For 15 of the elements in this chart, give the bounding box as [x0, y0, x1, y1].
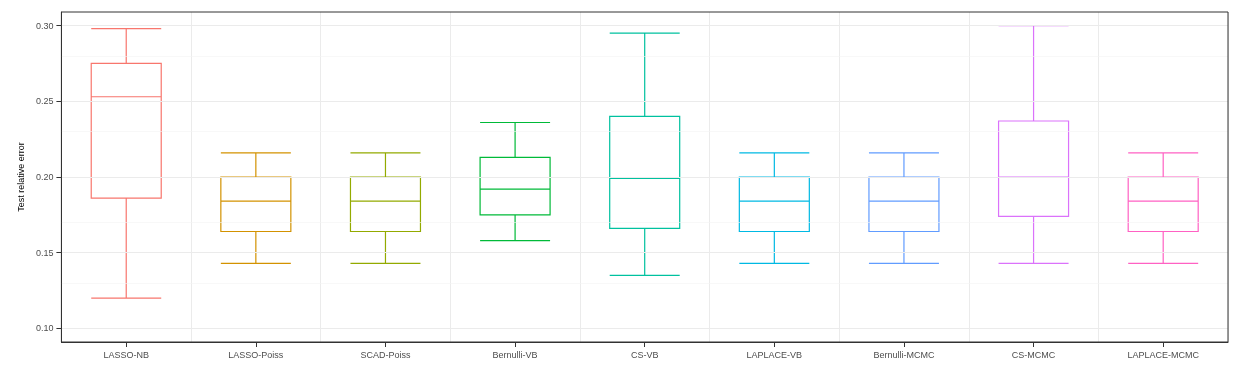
x-tick-label: LASSO-NB [103, 349, 149, 360]
y-tick-label: 0.10 [35, 323, 54, 334]
y-tick-label: 0.15 [35, 247, 54, 258]
x-tick-label: SCAD-Poiss [360, 349, 411, 360]
x-tick-label: Bernulli-VB [492, 349, 538, 360]
x-tick-label: CS-VB [630, 349, 659, 360]
y-tick-label: 0.20 [35, 172, 54, 182]
y-tick-label: 0.25 [35, 96, 54, 107]
x-tick-label: CS-MCMC [1011, 349, 1056, 360]
x-tick-label: LAPLACE-VB [746, 349, 803, 360]
y-axis-title: Test relative error [15, 142, 26, 212]
x-tick-label: Bernulli-MCMC [873, 349, 935, 360]
x-tick-label: LAPLACE-MCMC [1127, 349, 1200, 360]
x-tick-label: LASSO-Poiss [228, 349, 284, 360]
y-tick-label: 0.30 [35, 20, 54, 31]
